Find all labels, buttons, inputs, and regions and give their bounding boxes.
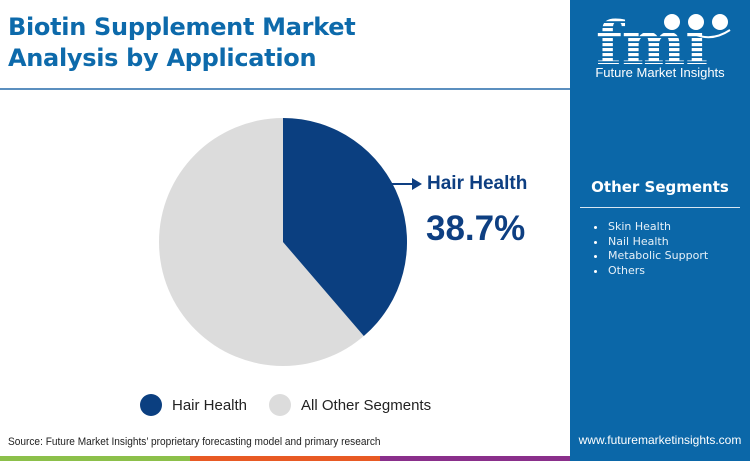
title-divider — [0, 88, 570, 90]
page-title: Biotin Supplement Market Analysis by App… — [8, 12, 548, 74]
source-note: Source: Future Market Insights’ propriet… — [8, 436, 381, 448]
legend-swatch-hair-health — [140, 394, 162, 416]
logo-text: Future Market Insights — [595, 65, 725, 80]
list-item: Metabolic Support — [592, 249, 708, 264]
legend-item-hair-health: Hair Health — [140, 394, 247, 416]
list-item: Others — [592, 264, 708, 279]
legend-swatch-other-segments — [269, 394, 292, 416]
legend-label: All Other Segments — [301, 396, 432, 414]
color-bar-purple — [380, 456, 570, 461]
globe-asia-icon — [712, 14, 728, 30]
callout-label: Hair Health — [427, 173, 528, 194]
pie-chart — [159, 118, 407, 366]
globe-americas-icon — [664, 14, 680, 30]
chart-legend: Hair Health All Other Segments — [140, 394, 453, 416]
globe-europe-icon — [688, 14, 704, 30]
arrow-right-icon — [392, 178, 422, 190]
legend-label: Hair Health — [172, 396, 248, 414]
other-segments-heading: Other Segments — [591, 178, 729, 196]
pie-slice-hair-health — [283, 118, 407, 337]
list-item: Skin Health — [592, 220, 708, 235]
other-segments-divider — [580, 207, 740, 208]
color-bar-orange — [190, 456, 380, 461]
color-bar — [0, 456, 570, 461]
fmi-logo-icon: fmi — [596, 9, 731, 78]
other-segments-list: Skin Health Nail Health Metabolic Suppor… — [592, 220, 708, 278]
callout-value: 38.7% — [426, 209, 526, 248]
color-bar-green — [0, 456, 190, 461]
list-item: Nail Health — [592, 235, 708, 250]
title-line-2: Analysis by Application — [8, 44, 317, 72]
title-line-1: Biotin Supplement Market — [8, 13, 356, 41]
side-panel: fmi Future Market Insights Other Segment… — [570, 0, 750, 461]
legend-item-other-segments: All Other Segments — [269, 394, 431, 416]
website-link[interactable]: www.futuremarketinsights.com — [578, 433, 742, 447]
